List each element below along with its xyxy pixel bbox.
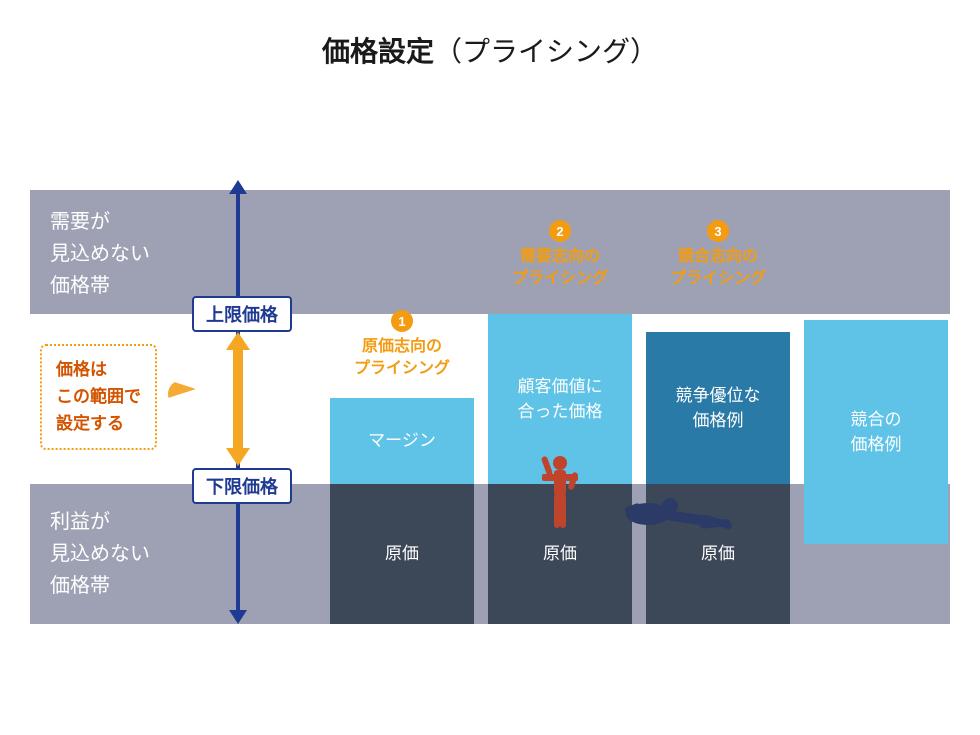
- page-title: 価格設定（プライシング）: [0, 30, 980, 70]
- title-sub: （プライシング）: [434, 36, 658, 67]
- title-main: 価格設定: [322, 36, 434, 67]
- callout-pointer: [168, 380, 196, 398]
- diver-icon: [618, 486, 738, 547]
- category-label: 競合志向の プライシング: [640, 246, 796, 291]
- range-arrow-orange: [233, 350, 243, 448]
- top-band-label: 需要が 見込めない 価格帯: [50, 206, 150, 302]
- category-label: 原価志向の プライシング: [324, 336, 480, 381]
- category-label: 需要志向の プライシング: [482, 246, 638, 291]
- price-range-callout: 価格は この範囲で 設定する: [40, 344, 157, 450]
- arrow-down-icon: [229, 610, 247, 624]
- arrow-up-icon: [226, 332, 250, 350]
- category-badge: 1: [391, 310, 413, 332]
- bottom-band-label: 利益が 見込めない 価格帯: [50, 506, 150, 602]
- category-badge: 2: [549, 220, 571, 242]
- category-badge: 3: [707, 220, 729, 242]
- bar-segment: 原価: [330, 484, 474, 624]
- arrow-down-icon: [226, 448, 250, 466]
- arrow-up-icon: [229, 180, 247, 194]
- upper-price-tag: 上限価格: [192, 296, 292, 332]
- bar-segment: 競争優位な 価格例: [646, 332, 790, 484]
- person-icon: [536, 454, 584, 537]
- bar-segment: 競合の 価格例: [804, 320, 948, 544]
- bar-segment: マージン: [330, 398, 474, 484]
- lower-price-tag: 下限価格: [192, 468, 292, 504]
